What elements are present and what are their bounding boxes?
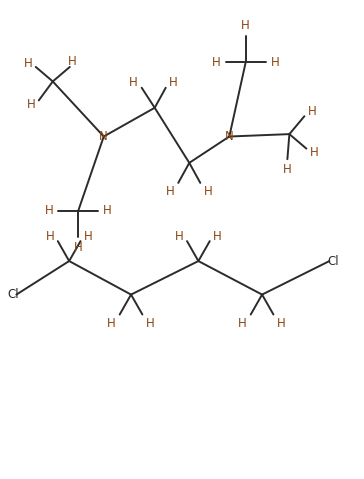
Text: H: H — [169, 77, 178, 90]
Text: H: H — [45, 204, 54, 217]
Text: H: H — [308, 105, 317, 118]
Text: H: H — [238, 317, 247, 330]
Text: H: H — [283, 163, 292, 176]
Text: H: H — [107, 317, 116, 330]
Text: Cl: Cl — [7, 288, 19, 301]
Text: H: H — [204, 185, 213, 198]
Text: H: H — [277, 317, 286, 330]
Text: H: H — [175, 230, 183, 243]
Text: N: N — [225, 130, 234, 143]
Text: N: N — [99, 130, 108, 143]
Text: H: H — [103, 204, 112, 217]
Text: H: H — [270, 56, 279, 69]
Text: H: H — [23, 57, 32, 69]
Text: H: H — [68, 55, 77, 68]
Text: H: H — [26, 98, 35, 111]
Text: H: H — [213, 230, 222, 243]
Text: H: H — [129, 77, 138, 90]
Text: H: H — [46, 230, 54, 243]
Text: H: H — [84, 230, 93, 243]
Text: H: H — [241, 19, 250, 32]
Text: Cl: Cl — [327, 254, 339, 268]
Text: H: H — [74, 241, 83, 254]
Text: H: H — [166, 185, 175, 198]
Text: H: H — [212, 56, 221, 69]
Text: H: H — [146, 317, 155, 330]
Text: H: H — [310, 146, 319, 159]
